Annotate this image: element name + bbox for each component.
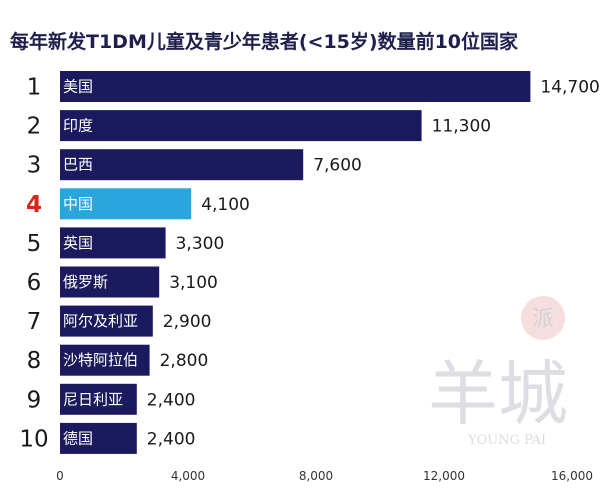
watermark: 派 羊城 YOUNG PAI [428, 296, 568, 448]
rank-label: 2 [27, 114, 42, 140]
rank-label: 6 [27, 270, 42, 296]
bar [60, 149, 304, 181]
bar [60, 422, 137, 454]
bar [60, 227, 166, 259]
bar [60, 305, 153, 337]
x-tick-label: 12,000 [423, 469, 465, 483]
bar-category-label: 俄罗斯 [63, 273, 108, 291]
data-label: 2,400 [147, 390, 196, 410]
bar [60, 71, 531, 102]
data-label: 3,100 [169, 273, 218, 293]
data-label: 14,700 [540, 78, 599, 98]
data-label: 3,300 [176, 234, 225, 254]
rank-label: 7 [27, 309, 42, 335]
watermark-seal [521, 296, 565, 340]
bar-category-label: 德国 [63, 429, 93, 447]
bar [60, 188, 192, 220]
data-label: 11,300 [432, 117, 491, 137]
watermark-logo-subtext: YOUNG PAI [467, 433, 546, 448]
x-tick-label: 4,000 [171, 469, 205, 483]
x-tick-label: 8,000 [299, 469, 333, 483]
data-label: 4,100 [201, 195, 250, 215]
rank-label: 4 [26, 192, 42, 218]
watermark-logo-text: 羊城 [428, 353, 568, 435]
data-label: 2,800 [160, 351, 209, 371]
rank-label: 3 [27, 153, 42, 179]
data-label: 7,600 [313, 156, 362, 176]
bar-category-label: 美国 [63, 78, 93, 96]
chart-title: 每年新发T1DM儿童及青少年患者(<15岁)数量前10位国家 [10, 30, 519, 53]
data-label: 2,400 [147, 429, 196, 449]
x-axis: 0 4,000 8,000 12,000 16,000 [56, 469, 593, 483]
rank-label: 8 [27, 348, 42, 374]
rank-label: 5 [27, 231, 42, 257]
data-label: 2,900 [163, 312, 212, 332]
x-tick-label: 0 [56, 469, 64, 483]
rank-label: 10 [19, 426, 48, 452]
bar-category-label: 印度 [63, 117, 93, 135]
bar-category-label: 尼日利亚 [63, 390, 123, 408]
bar [60, 344, 150, 376]
bars-layer: 1 美国 14,700 2 印度 11,300 3 巴西 7,600 4 中国 4,100 5 英国 3,3… [19, 71, 600, 454]
bar-category-label: 中国 [63, 195, 93, 213]
bar-category-label: 沙特阿拉伯 [63, 351, 138, 369]
bar [60, 383, 137, 415]
bar [60, 266, 160, 298]
x-tick-label: 16,000 [551, 469, 593, 483]
watermark-seal-char: 派 [532, 307, 554, 332]
bar-category-label: 英国 [63, 234, 93, 252]
rank-label: 1 [27, 75, 42, 101]
bar-category-label: 阿尔及利亚 [63, 312, 138, 330]
bar-category-label: 巴西 [63, 156, 93, 174]
bar [60, 110, 422, 142]
rank-label: 9 [27, 387, 42, 413]
